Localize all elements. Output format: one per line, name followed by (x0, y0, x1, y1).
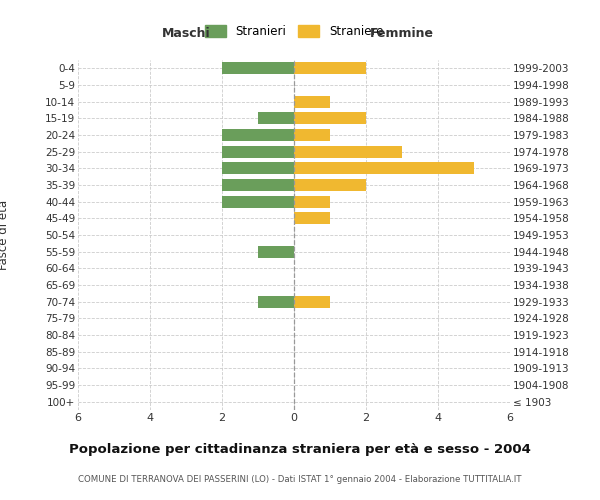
Bar (294, 96, 330, 108)
Bar (222, 179, 294, 191)
Bar (222, 62, 294, 74)
Y-axis label: Fasce di età: Fasce di età (0, 200, 10, 270)
Text: COMUNE DI TERRANOVA DEI PASSERINI (LO) - Dati ISTAT 1° gennaio 2004 - Elaborazio: COMUNE DI TERRANOVA DEI PASSERINI (LO) -… (78, 476, 522, 484)
Bar (222, 129, 294, 141)
Bar (294, 162, 474, 174)
Bar (294, 62, 366, 74)
Bar (294, 112, 366, 124)
Bar (294, 296, 330, 308)
Bar (222, 196, 294, 207)
Text: Femmine: Femmine (370, 27, 434, 40)
Bar (222, 162, 294, 174)
Text: Maschi: Maschi (161, 27, 211, 40)
Text: Popolazione per cittadinanza straniera per età e sesso - 2004: Popolazione per cittadinanza straniera p… (69, 444, 531, 456)
Bar (258, 296, 294, 308)
Bar (222, 146, 294, 158)
Bar (294, 146, 402, 158)
Bar (258, 112, 294, 124)
Bar (294, 179, 366, 191)
Bar (294, 196, 330, 207)
Bar (258, 246, 294, 258)
Bar (294, 129, 330, 141)
Bar (294, 212, 330, 224)
Legend: Stranieri, Straniere: Stranieri, Straniere (200, 20, 388, 43)
